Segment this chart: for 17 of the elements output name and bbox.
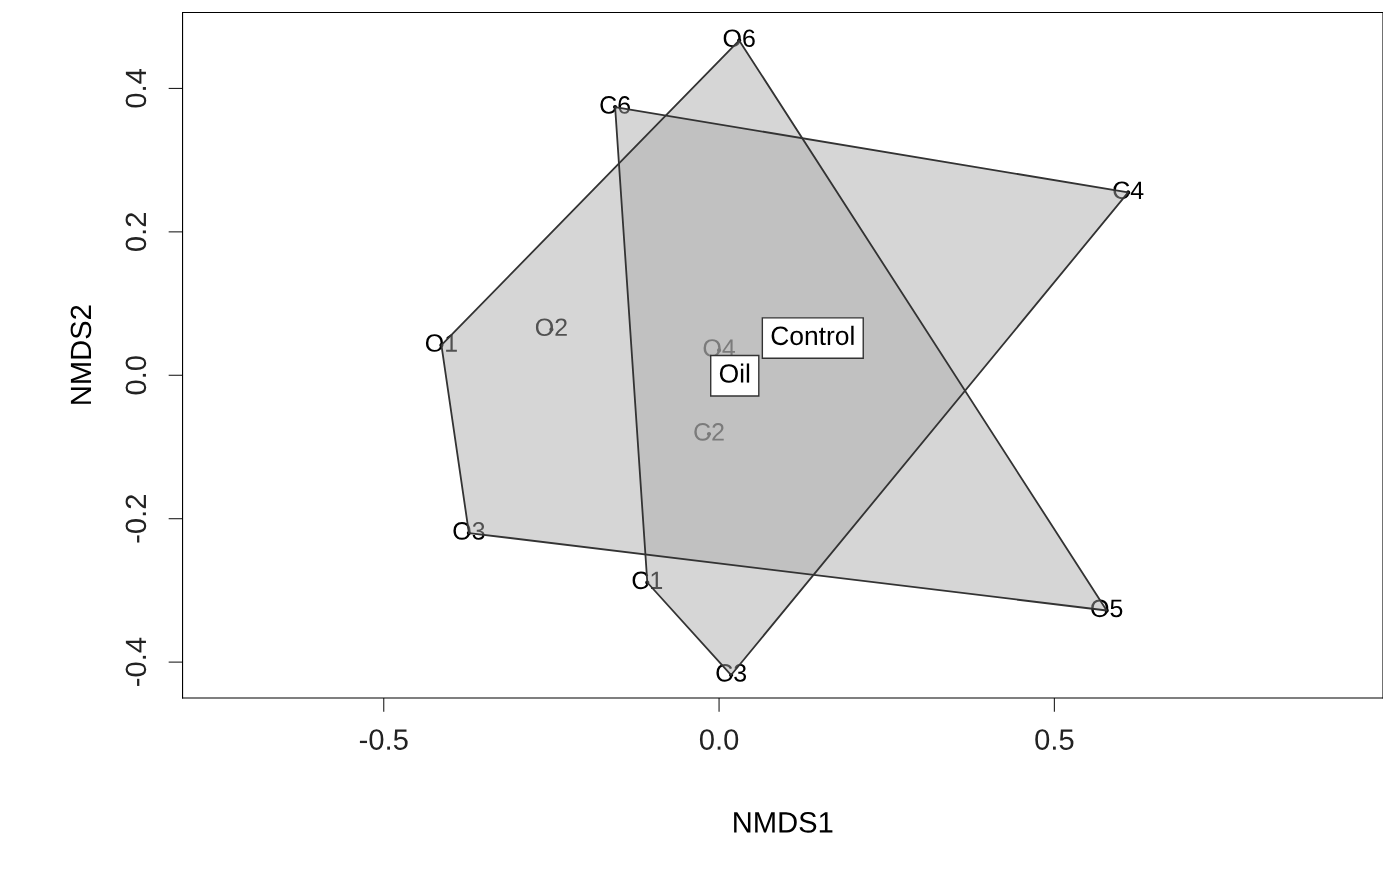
annotation: Oil: [719, 363, 750, 383]
y-tick-label: 0.0: [125, 356, 147, 395]
data-label: C4: [1113, 181, 1144, 200]
data-label: C2: [694, 423, 724, 441]
x-tick-label: 0.5: [1035, 729, 1074, 750]
data-label: C6: [600, 96, 630, 114]
x-axis-title: NMDS1: [734, 812, 833, 833]
data-label: O2: [535, 318, 567, 337]
y-tick-label: -0.4: [125, 637, 147, 686]
data-label: C3: [716, 664, 747, 682]
y-axis-title: NMDS2: [70, 305, 92, 404]
y-tick-label: -0.2: [125, 495, 147, 543]
y-tick-label: 0.2: [125, 213, 147, 251]
x-tick-label: 0.0: [699, 729, 739, 750]
annotation: Control: [771, 325, 854, 346]
y-tick-label: 0.4: [125, 69, 147, 108]
x-tick-label: -0.5: [359, 729, 408, 750]
